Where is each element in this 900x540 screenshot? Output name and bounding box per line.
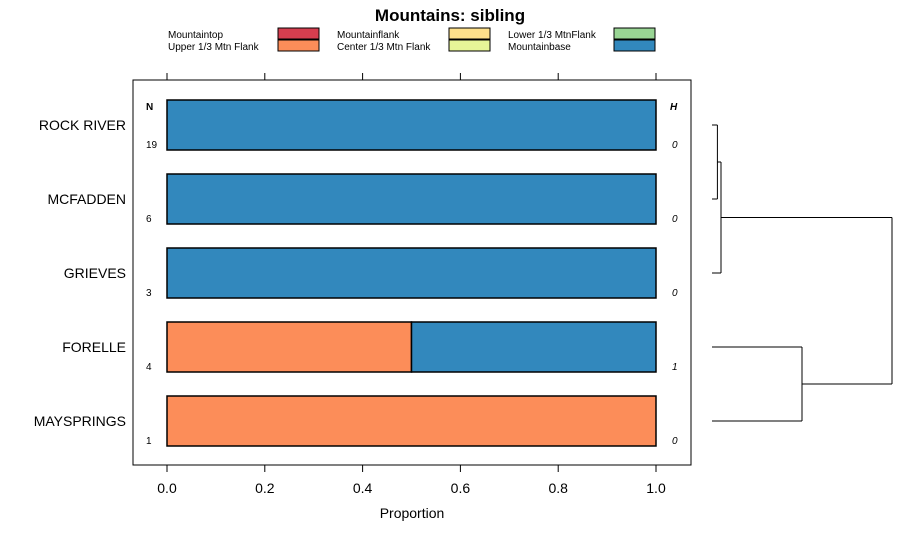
n-value-1: 6 — [146, 214, 152, 225]
legend-label-4: Lower 1/3 MtnFlank — [508, 30, 597, 41]
x-tick-label-1: 0.2 — [255, 480, 275, 496]
h-value-0: 0 — [672, 140, 678, 151]
h-value-3: 1 — [672, 362, 678, 373]
bar-segment-2-5 — [166, 247, 657, 299]
bar-segment-4-1 — [166, 395, 657, 447]
category-label-3: FORELLE — [62, 339, 126, 355]
legend-swatch-4 — [613, 27, 656, 40]
category-label-1: MCFADDEN — [47, 191, 126, 207]
legend-label-5: Mountainbase — [508, 42, 571, 53]
h-value-1: 0 — [672, 214, 678, 225]
h-value-2: 0 — [672, 288, 678, 299]
n-column-header: N — [146, 102, 153, 113]
legend-swatch-2 — [448, 27, 491, 40]
legend-swatch-0 — [277, 27, 320, 40]
x-tick-label-5: 1.0 — [646, 480, 666, 496]
bar-segment-0-5 — [166, 99, 657, 151]
x-tick-label-0: 0.0 — [157, 480, 177, 496]
x-axis-label: Proportion — [380, 505, 445, 521]
legend-swatch-3 — [448, 39, 491, 52]
n-value-3: 4 — [146, 362, 152, 373]
h-column-header: H — [670, 102, 678, 113]
plot-frame — [132, 79, 692, 466]
bar-segment-3-1 — [166, 321, 413, 373]
bar-segment-3-5 — [410, 321, 657, 373]
n-value-2: 3 — [146, 288, 152, 299]
x-axis: 0.0 0.2 0.4 0.6 0.8 1.0 — [157, 73, 666, 496]
legend-swatch-5 — [613, 39, 656, 52]
legend-label-0: Mountaintop — [168, 30, 223, 41]
chart-title: Mountains: sibling — [375, 6, 525, 25]
bar-rows: ROCK RIVER 19 0 MCFADDEN 6 0 GRIEVES 3 0 FORELLE 4… — [34, 99, 678, 447]
h-value-4: 0 — [672, 436, 678, 447]
x-tick-label-2: 0.4 — [353, 480, 373, 496]
category-label-0: ROCK RIVER — [39, 117, 126, 133]
x-tick-label-3: 0.6 — [451, 480, 471, 496]
n-value-4: 1 — [146, 436, 152, 447]
category-label-2: GRIEVES — [64, 265, 126, 281]
dendrogram — [712, 124, 893, 422]
category-label-4: MAYSPRINGS — [34, 413, 126, 429]
n-value-0: 19 — [146, 140, 158, 151]
x-tick-label-4: 0.8 — [548, 480, 568, 496]
legend-swatch-1 — [277, 39, 320, 52]
legend-label-3: Center 1/3 Mtn Flank — [337, 42, 431, 53]
bar-segment-1-5 — [166, 173, 657, 225]
legend-label-1: Upper 1/3 Mtn Flank — [168, 42, 260, 53]
legend-label-2: Mountainflank — [337, 30, 400, 41]
